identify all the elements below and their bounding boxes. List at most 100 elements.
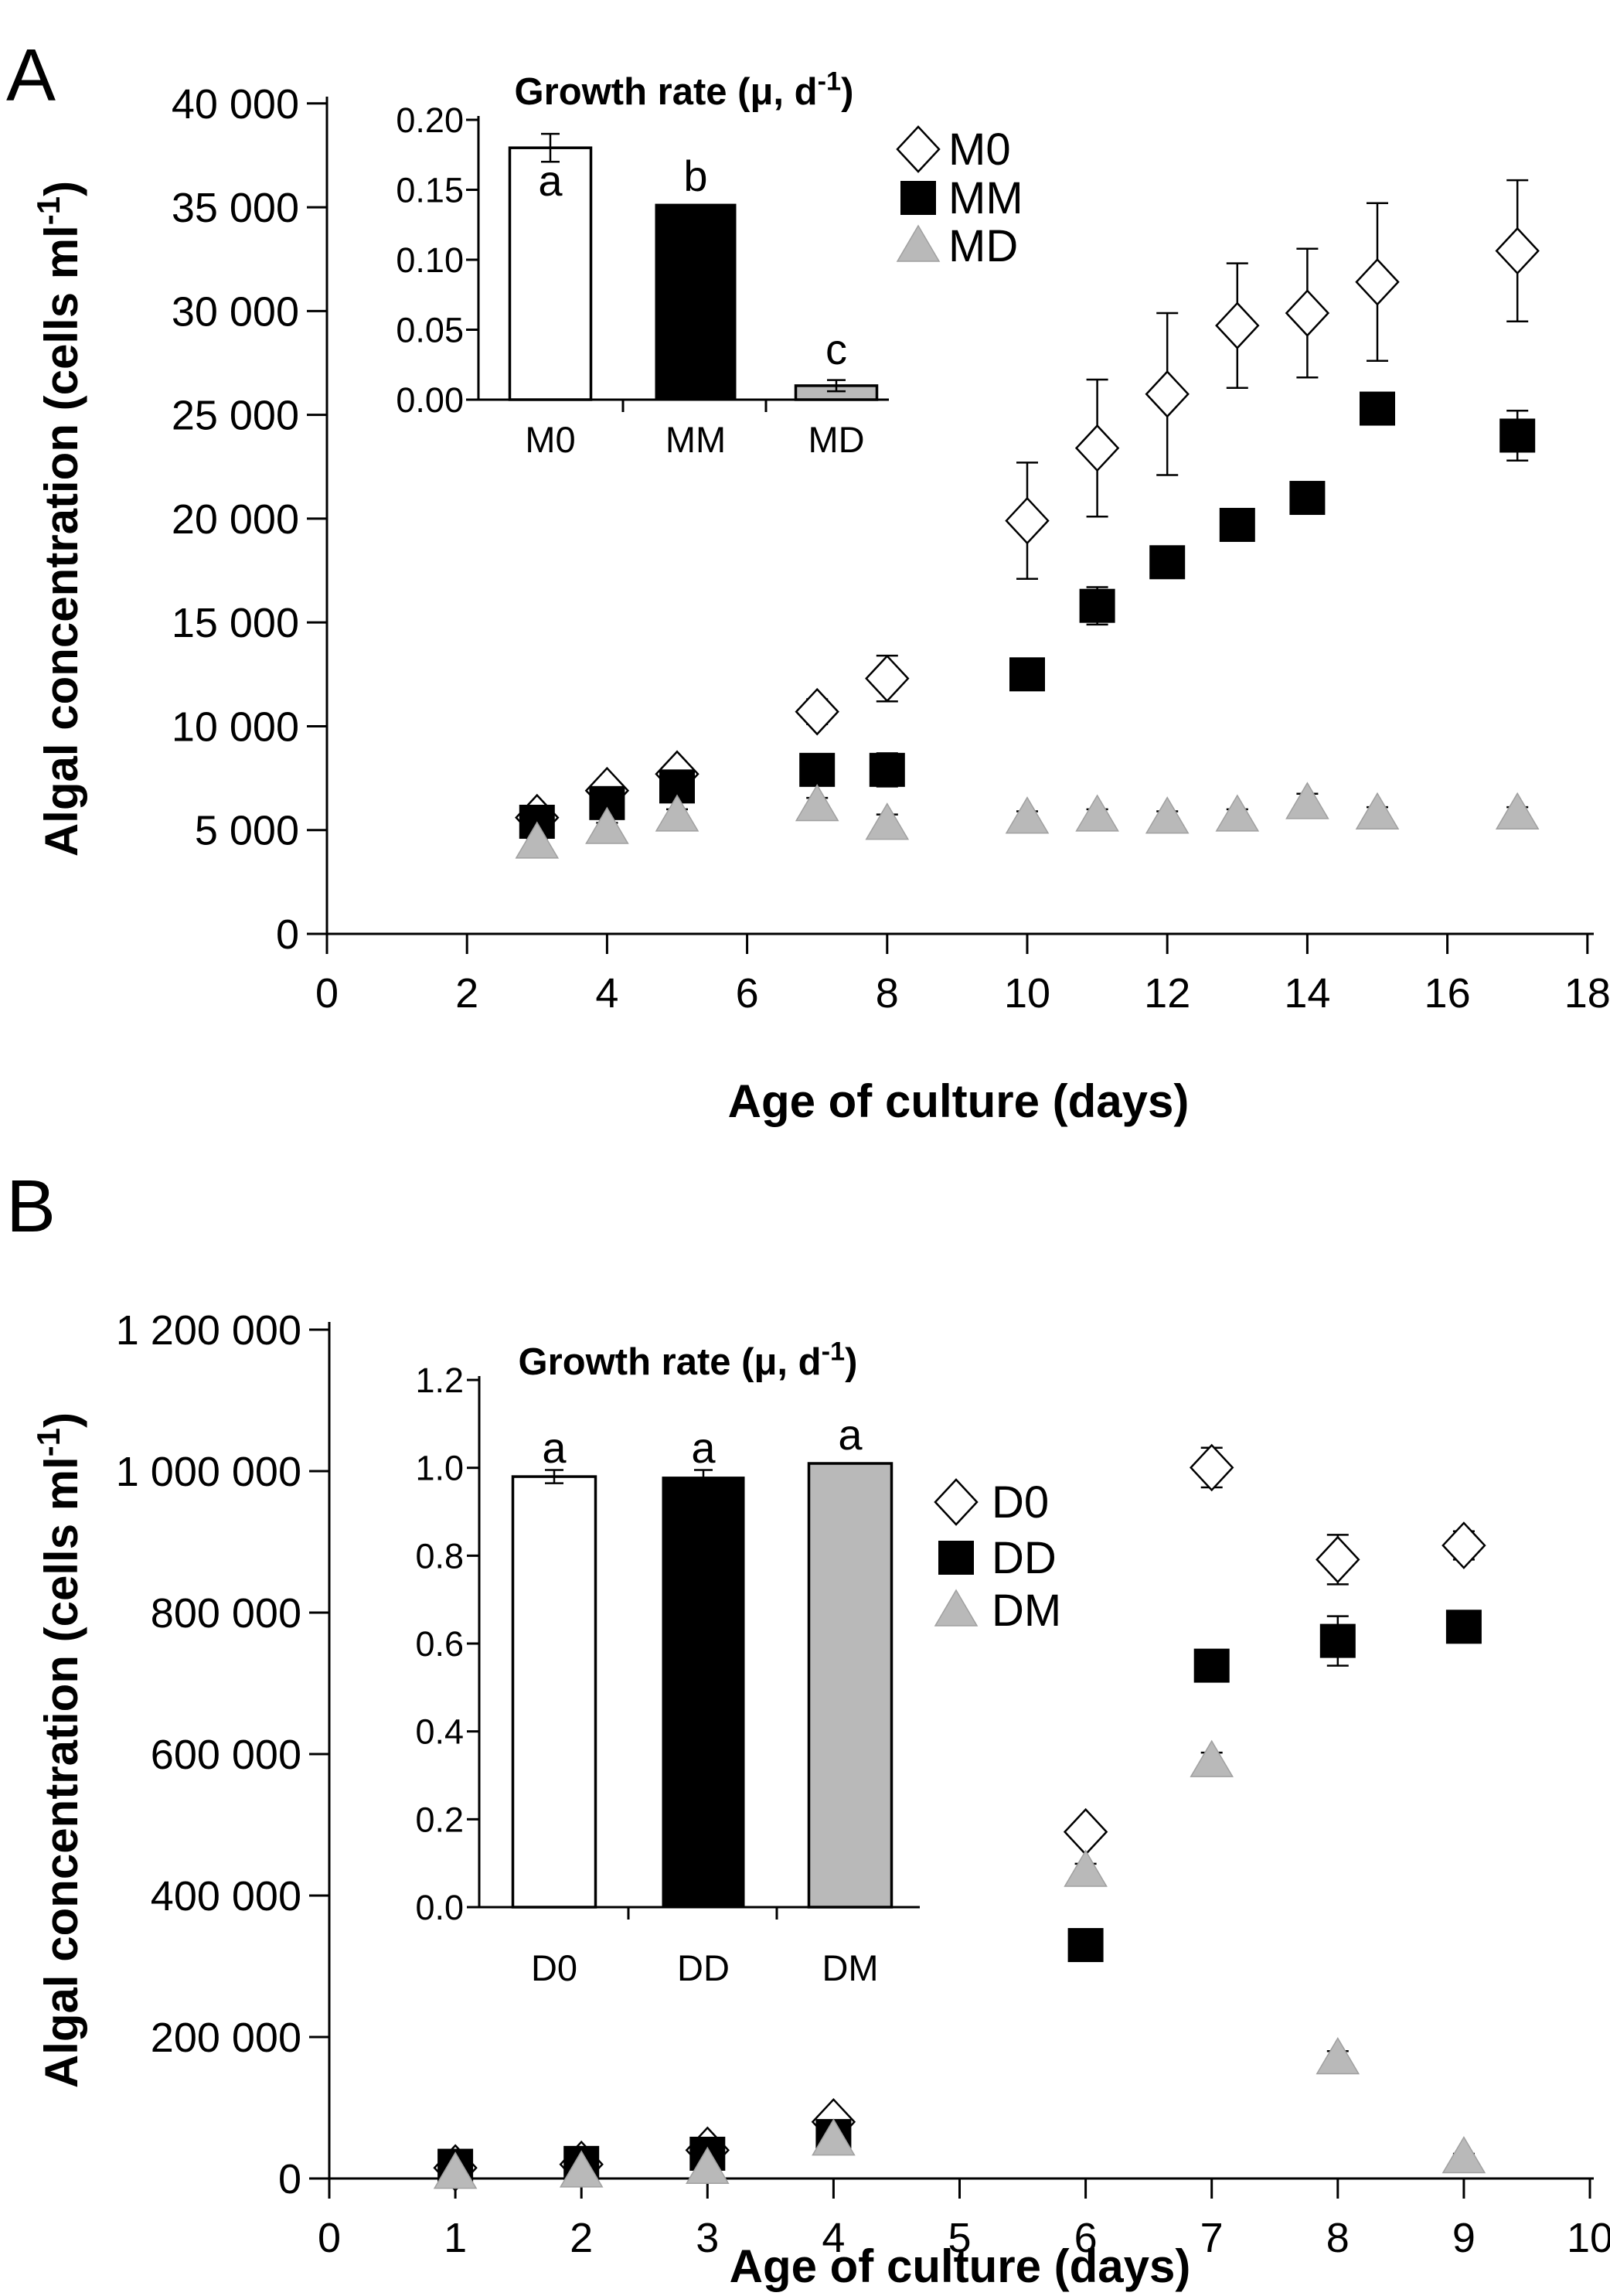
- panel-letter: B: [6, 1165, 56, 1248]
- inset-y-tick-label: 0.2: [415, 1800, 464, 1839]
- data-point-square: [1193, 1648, 1230, 1683]
- y-tick-label: 25 000: [172, 393, 299, 439]
- data-point-triangle: [1190, 1739, 1234, 1777]
- y-axis-title-end: ): [36, 181, 87, 196]
- x-tick-label: 6: [736, 970, 759, 1017]
- inset-title-main: Growth rate (μ, d: [519, 1341, 822, 1383]
- y-tick-label: 30 000: [172, 288, 299, 335]
- y-axis-title-sup: -1: [30, 196, 66, 225]
- x-axis-title: Age of culture (days): [730, 2240, 1191, 2292]
- data-point-triangle: [896, 224, 941, 262]
- x-tick-label: 7: [1200, 2215, 1224, 2261]
- x-tick-label: 4: [595, 970, 618, 1017]
- panel-a: A 0 5 000 10 000 15 000 20 000 25 000 30 000 35 …: [6, 34, 1610, 1127]
- x-tick-label: 14: [1284, 970, 1330, 1017]
- x-tick-label: 0: [315, 970, 339, 1017]
- data-point-triangle: [1442, 2136, 1486, 2174]
- data-point-triangle: [865, 802, 910, 840]
- x-tick-label: 8: [1326, 2215, 1350, 2261]
- legend-item-MM: MM: [900, 173, 1023, 223]
- legend-label: D0: [992, 1477, 1049, 1528]
- data-point-triangle: [515, 821, 560, 859]
- x-tick-label: 2: [570, 2215, 593, 2261]
- data-point-diamond: [934, 1478, 979, 1526]
- inset-sig-letter: a: [542, 1423, 567, 1472]
- inset-title-end: ): [841, 71, 853, 113]
- inset-category-label: DD: [677, 1947, 730, 1988]
- data-point-triangle: [1355, 792, 1400, 829]
- data-point-triangle: [585, 806, 629, 844]
- inset-y-tick-label: 0.8: [415, 1536, 464, 1576]
- y-axis-title-main: Algal concentration (cells ml: [36, 225, 87, 857]
- data-point-diamond: [1189, 1443, 1234, 1492]
- y-tick-label: 600 000: [151, 1732, 301, 1778]
- data-point-square: [1360, 391, 1395, 426]
- y-tick-label: 1 000 000: [116, 1449, 301, 1495]
- axes: 0 5 000 10 000 15 000 20 000 25 000 30 000 35 0…: [172, 81, 1610, 1017]
- inset-y-tick-label: 0.4: [415, 1712, 464, 1752]
- inset-category-label: M0: [525, 419, 575, 460]
- legend-item-DD: DD: [938, 1533, 1057, 1583]
- legend-item-DM: DM: [934, 1586, 1061, 1636]
- data-point-diamond: [795, 687, 839, 736]
- legend-item-M0: M0: [896, 124, 1011, 175]
- inset-y-tick-label: 0.10: [396, 240, 464, 280]
- data-point-triangle: [1316, 2036, 1360, 2075]
- y-tick-label: 0: [278, 2156, 301, 2202]
- data-point-triangle: [1495, 792, 1540, 829]
- x-tick-label: 18: [1564, 970, 1610, 1017]
- series-MM: [519, 391, 1536, 839]
- data-point-triangle: [559, 2150, 604, 2188]
- inset-sig-letter: a: [691, 1423, 716, 1472]
- legend-item-D0: D0: [934, 1477, 1049, 1528]
- inset-y-tick-label: 0.05: [396, 311, 464, 350]
- data-point-square: [1499, 418, 1536, 453]
- data-point-square: [1149, 545, 1186, 580]
- data-point-diamond: [1145, 370, 1190, 418]
- inset-y-tick-label: 0.20: [396, 100, 464, 140]
- inset-y-tick-label: 1.0: [415, 1449, 464, 1488]
- x-tick-label: 10: [1004, 970, 1050, 1017]
- inset-title-main: Growth rate (μ, d: [515, 71, 818, 113]
- data-point-square: [900, 181, 936, 215]
- x-tick-label: 8: [876, 970, 899, 1017]
- data-point-diamond: [1063, 1807, 1108, 1856]
- y-tick-label: 10 000: [172, 703, 299, 750]
- data-point-diamond: [1442, 1521, 1486, 1569]
- series-DM: [433, 1739, 1486, 2189]
- data-point-triangle: [1145, 796, 1190, 834]
- inset-title: Growth rate (μ, d-1): [515, 66, 854, 113]
- data-point-diamond: [865, 654, 910, 703]
- data-point-triangle: [1215, 794, 1260, 832]
- inset-y-tick-label: 0.00: [396, 380, 464, 420]
- inset-growth-rate: Growth rate (μ, d-1) 0.0 0.2 0.4 0.6 0.8 1.0 1.…: [415, 1337, 920, 1988]
- inset-bar-DD: [662, 1477, 745, 1907]
- data-point-square: [1445, 1610, 1482, 1644]
- y-tick-label: 35 000: [172, 185, 299, 231]
- data-point-square: [938, 1541, 974, 1575]
- data-point-square: [1219, 507, 1255, 542]
- y-axis-title-end: ): [36, 1412, 87, 1428]
- inset-sig-letter: a: [538, 156, 563, 205]
- legend-label: DD: [992, 1533, 1057, 1583]
- y-tick-label: 1 200 000: [116, 1307, 301, 1354]
- data-point-square: [1067, 1928, 1104, 1963]
- inset-bar-D0: [511, 1475, 597, 1909]
- axes: 0 200 000 400 000 600 000 800 000 1 000 000 1 …: [116, 1307, 1610, 2261]
- data-point-diamond: [1285, 289, 1330, 337]
- y-tick-label: 0: [276, 911, 299, 958]
- data-point-diamond: [1215, 301, 1260, 349]
- inset-title-sup: -1: [818, 66, 842, 96]
- y-tick-label: 400 000: [151, 1873, 301, 1920]
- data-point-triangle: [1285, 782, 1329, 819]
- inset-growth-rate: Growth rate (μ, d-1) 0.00 0.05 0.10 0.15 0.20…: [396, 66, 889, 460]
- y-tick-label: 20 000: [172, 496, 299, 543]
- inset-y-tick-label: 1.2: [415, 1361, 464, 1400]
- legend-label: M0: [948, 124, 1011, 175]
- data-point-diamond: [1355, 257, 1400, 306]
- data-point-triangle: [1005, 796, 1050, 834]
- x-tick-label: 0: [318, 2215, 341, 2261]
- legend-item-MD: MD: [896, 221, 1018, 271]
